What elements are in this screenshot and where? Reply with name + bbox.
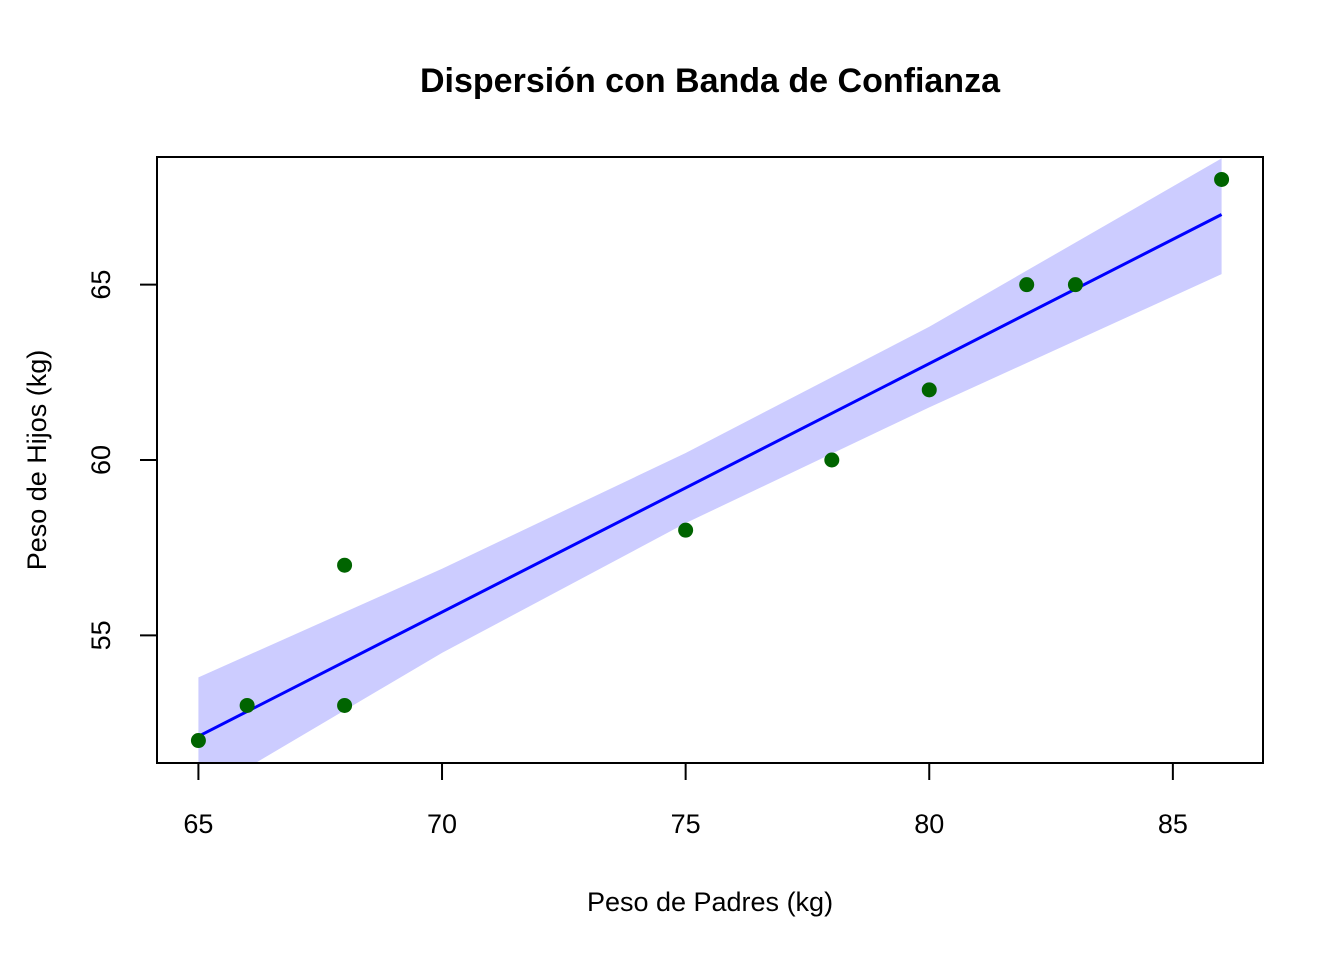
confidence-band bbox=[198, 158, 1222, 763]
x-tick-label-75: 75 bbox=[671, 809, 701, 839]
data-point-2 bbox=[239, 697, 255, 713]
plot-area bbox=[190, 158, 1230, 763]
data-point-6 bbox=[824, 452, 840, 468]
data-point-10 bbox=[1214, 171, 1230, 187]
x-tick-label-80: 80 bbox=[914, 809, 944, 839]
x-tick-label-65: 65 bbox=[183, 809, 213, 839]
data-point-7 bbox=[921, 382, 937, 398]
data-point-5 bbox=[678, 522, 694, 538]
x-tick-label-70: 70 bbox=[427, 809, 457, 839]
y-tick-label-60: 60 bbox=[86, 445, 116, 475]
x-tick-label-85: 85 bbox=[1158, 809, 1188, 839]
data-point-1 bbox=[190, 733, 206, 749]
plot-content bbox=[197, 158, 1223, 763]
data-point-3 bbox=[337, 557, 353, 573]
y-tick-label-55: 55 bbox=[86, 620, 116, 650]
data-point-9 bbox=[1067, 277, 1083, 293]
y-tick-label-65: 65 bbox=[86, 270, 116, 300]
y-axis-label: Peso de Hijos (kg) bbox=[22, 350, 52, 571]
data-point-4 bbox=[337, 697, 353, 713]
chart-title: Dispersión con Banda de Confianza bbox=[420, 62, 1001, 100]
x-axis-label: Peso de Padres (kg) bbox=[587, 887, 833, 917]
data-point-8 bbox=[1019, 277, 1035, 293]
regression-line bbox=[197, 213, 1223, 738]
axes: 65 70 75 80 85 55 60 65 bbox=[86, 156, 1264, 839]
